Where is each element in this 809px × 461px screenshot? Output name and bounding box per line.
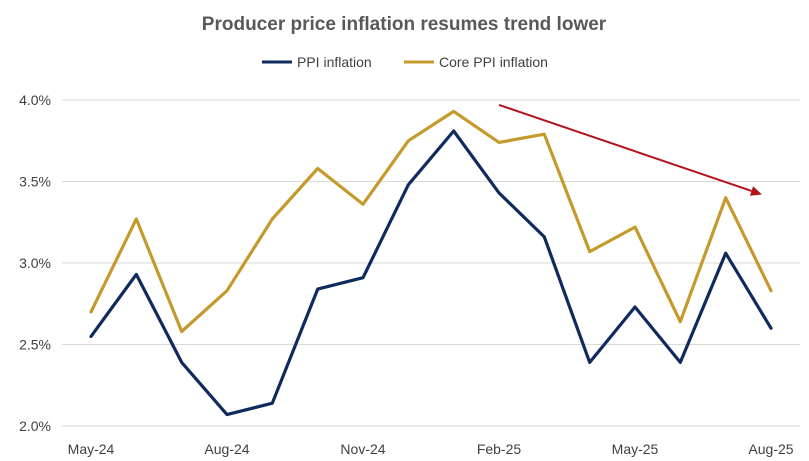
trend-arrow-shaft — [498, 103, 752, 192]
legend-item-ppi: PPI inflation — [262, 54, 372, 70]
trend-arrow-head — [749, 186, 762, 196]
series-lines — [89, 109, 773, 417]
series-line-core-ppi — [89, 109, 773, 334]
legend: PPI inflation Core PPI inflation — [262, 54, 548, 70]
legend-label-core-ppi: Core PPI inflation — [439, 54, 548, 70]
y-tick-label: 3.0% — [19, 255, 51, 271]
y-tick-label: 3.5% — [19, 174, 51, 190]
gridlines — [62, 99, 800, 427]
annotations — [498, 103, 762, 196]
y-tick-label: 2.0% — [19, 418, 51, 434]
x-tick-label: Aug-25 — [748, 441, 793, 457]
x-tick-label: Aug-24 — [204, 441, 249, 457]
y-tick-label: 2.5% — [19, 337, 51, 353]
x-axis: May-24 Aug-24 Nov-24 Feb-25 May-25 Aug-25 — [68, 441, 794, 457]
x-tick-label: May-25 — [612, 441, 659, 457]
x-tick-label: May-24 — [68, 441, 115, 457]
x-tick-label: Nov-24 — [340, 441, 385, 457]
legend-label-ppi: PPI inflation — [297, 54, 372, 70]
chart-title: Producer price inflation resumes trend l… — [202, 14, 607, 35]
legend-item-core-ppi: Core PPI inflation — [404, 54, 548, 70]
series-line-ppi — [89, 129, 773, 417]
x-tick-label: Feb-25 — [477, 441, 522, 457]
y-tick-label: 4.0% — [19, 92, 51, 108]
y-axis: 2.0% 2.5% 3.0% 3.5% 4.0% — [19, 92, 51, 434]
